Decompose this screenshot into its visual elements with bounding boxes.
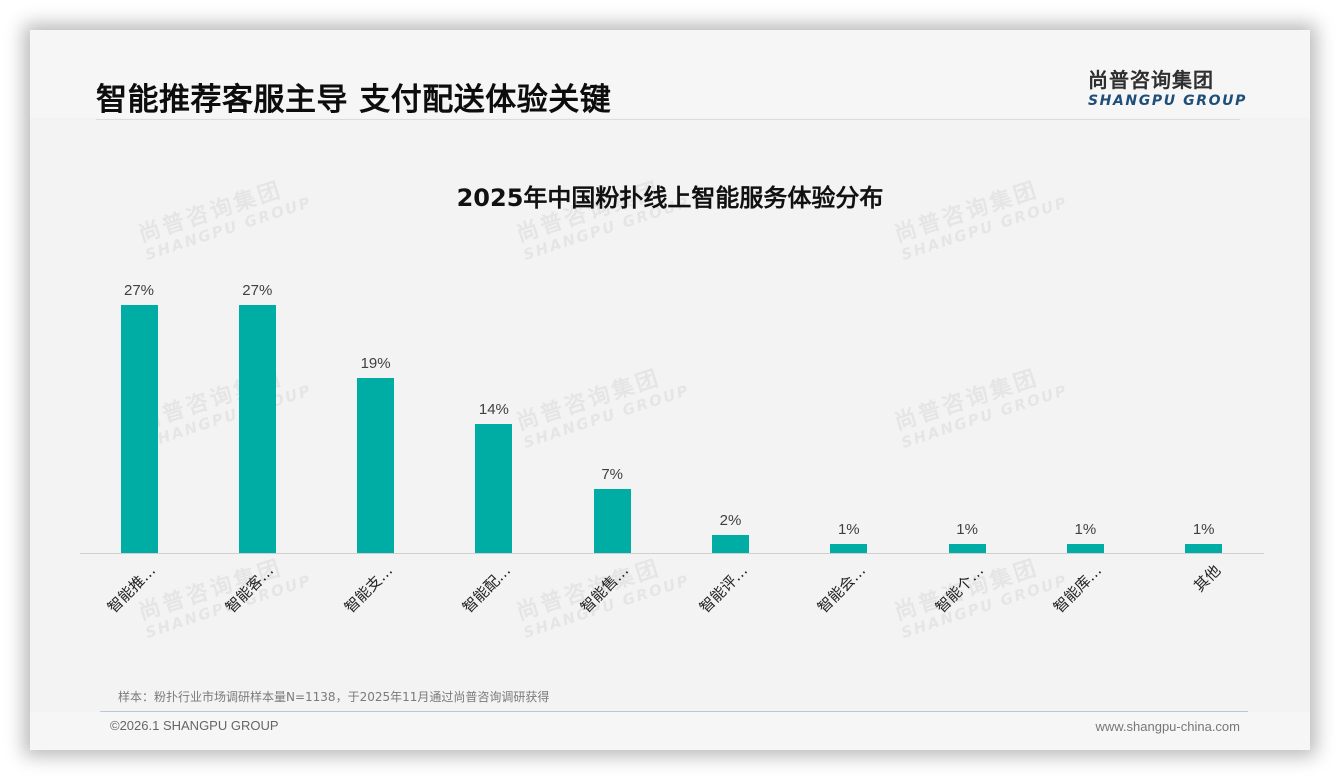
bar-value-label: 2% xyxy=(719,512,742,529)
bar-value-label: 1% xyxy=(956,521,978,538)
watermark: 尚普咨询集团 SHANGPU GROUP xyxy=(891,555,1071,642)
x-axis-category-label: 智能推… xyxy=(103,561,160,617)
x-axis-category-label: 智能支… xyxy=(340,561,396,617)
footer-band xyxy=(30,712,1310,750)
title-divider xyxy=(96,119,1240,120)
source-note: 样本：粉扑行业市场调研样本量N=1138，于2025年11月通过尚普咨询调研获得 xyxy=(118,690,550,704)
bar xyxy=(1066,544,1104,553)
bar xyxy=(712,535,749,553)
bar xyxy=(475,424,513,553)
x-axis-category-label: 智能个… xyxy=(932,561,988,617)
website-link[interactable]: www.shangpu-china.com xyxy=(1095,719,1240,734)
logo-en-text: SHANGPU GROUP xyxy=(1088,93,1247,109)
watermark: 尚普咨询集团 SHANGPU GROUP xyxy=(135,555,315,642)
bar-value-label: 1% xyxy=(1074,521,1097,538)
bar xyxy=(948,544,986,553)
x-axis-category-label: 智能配… xyxy=(458,561,515,617)
bar xyxy=(238,305,276,553)
x-axis-category-label: 智能库… xyxy=(1050,561,1106,617)
x-axis-category-label: 其他 xyxy=(1189,561,1224,596)
bar xyxy=(1185,544,1223,553)
bar-value-label: 14% xyxy=(478,401,509,418)
x-axis-category-label: 智能评… xyxy=(695,561,751,617)
bar-chart-plot: 27% 27% 19% 14% 7% 2% 1% 1% 1% 1% xyxy=(80,250,1264,553)
logo-cn-text: 尚普咨询集团 xyxy=(1088,68,1214,92)
bar-value-label: 27% xyxy=(242,282,273,299)
x-axis-category-label: 智能售… xyxy=(577,561,633,617)
bar-value-label: 7% xyxy=(601,466,624,483)
x-axis-category-label: 智能会… xyxy=(813,561,869,617)
bar-value-label: 1% xyxy=(837,521,860,538)
bar-value-label: 1% xyxy=(1192,521,1215,538)
bar xyxy=(120,305,158,553)
footer-divider xyxy=(100,711,1248,712)
bar xyxy=(357,378,395,553)
bar-value-label: 27% xyxy=(123,282,155,299)
x-axis-line xyxy=(80,553,1264,554)
bar xyxy=(830,544,868,553)
chart-title: 2025年中国粉扑线上智能服务体验分布 xyxy=(456,184,884,212)
company-logo: 尚普咨询集团 SHANGPU GROUP xyxy=(1088,64,1247,109)
page-title: 智能推荐客服主导 支付配送体验关键 xyxy=(96,82,612,118)
header-band xyxy=(30,30,1310,118)
x-axis-category-label: 智能客… xyxy=(222,561,278,617)
bar-value-label: 19% xyxy=(360,355,391,372)
copyright-text: ©2026.1 SHANGPU GROUP xyxy=(110,718,279,733)
bar xyxy=(593,489,631,553)
slide: 智能推荐客服主导 支付配送体验关键 尚普咨询集团 SHANGPU GROUP 尚… xyxy=(30,30,1310,750)
